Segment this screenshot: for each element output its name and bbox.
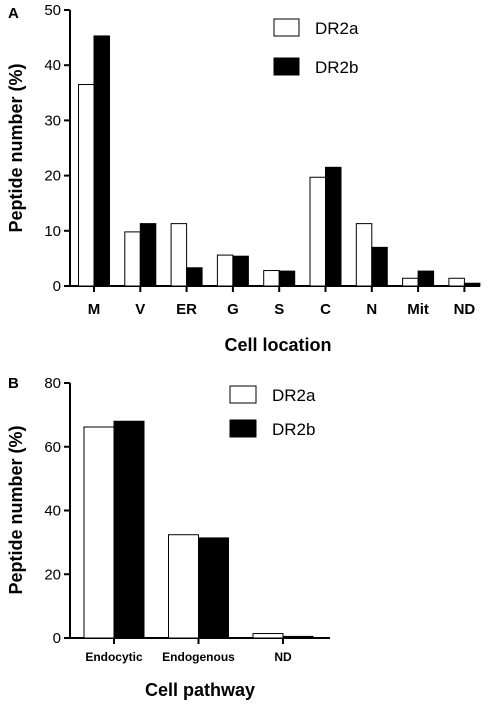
bar-dr2b-b: [198, 537, 229, 639]
x-tick-label-a: M: [88, 301, 101, 318]
legend-label-dr2a: DR2a: [272, 386, 316, 405]
x-tick-label-a: G: [227, 301, 239, 318]
bar-dr2b-a: [93, 35, 110, 287]
legend-swatch-dr2a: [273, 18, 300, 37]
bar-dr2a-b: [252, 633, 284, 639]
y-tick-label-a: 10: [44, 223, 61, 240]
bar-dr2a-a: [78, 84, 95, 287]
x-axis-title-a: Cell location: [224, 335, 331, 355]
x-tick-label-b: ND: [274, 650, 292, 664]
bar-dr2a-a: [309, 176, 326, 287]
y-tick-label-a: 0: [53, 278, 61, 295]
chart-panel-b: B Peptide number (%) Cell pathway DR2a D…: [6, 375, 330, 700]
legend-swatch-dr2b: [229, 419, 257, 438]
x-tick-label-a: V: [135, 301, 145, 318]
y-tick-label-a: 20: [44, 168, 61, 185]
y-tick-label-b: 60: [44, 439, 61, 456]
x-tick-label-b: Endogenous: [162, 650, 235, 664]
y-axis-title-a: Peptide number (%): [6, 63, 26, 232]
bar-dr2b-a: [232, 255, 249, 287]
panel-label-a: A: [8, 5, 19, 22]
x-axis-title-b: Cell pathway: [145, 680, 255, 700]
legend-a: DR2a DR2b: [273, 18, 359, 77]
y-tick-label-b: 0: [53, 630, 61, 647]
bar-dr2b-a: [371, 246, 388, 287]
y-tick-label-a: 40: [44, 57, 61, 74]
legend-swatch-dr2b: [273, 57, 300, 76]
bar-dr2b-b: [282, 635, 314, 639]
y-tick-label-b: 20: [44, 566, 61, 583]
x-tick-label-b: Endocytic: [85, 650, 143, 664]
x-tick-label-a: S: [274, 301, 284, 318]
bar-dr2b-a: [417, 270, 435, 287]
bar-dr2b-a: [278, 270, 296, 287]
bar-dr2a-b: [168, 534, 199, 639]
x-tick-label-a: ND: [454, 301, 476, 318]
legend-label-dr2b: DR2b: [272, 420, 315, 439]
x-tick-label-a: Mit: [407, 301, 429, 318]
legend-b: DR2a DR2b: [229, 385, 316, 439]
y-tick-label-a: 50: [44, 2, 61, 19]
x-tick-label-a: C: [320, 301, 331, 318]
bar-dr2a-a: [355, 223, 373, 287]
bar-dr2a-a: [402, 277, 419, 287]
y-tick-label-b: 40: [44, 503, 61, 520]
bar-dr2a-b: [83, 426, 115, 639]
chart-panel-a: A Peptide number (%) Cell location DR2a …: [6, 2, 481, 355]
x-tick-label-a: ER: [176, 301, 197, 318]
panel-label-b: B: [8, 375, 19, 392]
y-tick-label-a: 30: [44, 112, 61, 129]
x-tick-label-a: N: [366, 301, 377, 318]
bar-dr2a-a: [448, 277, 465, 287]
bar-dr2a-a: [216, 254, 234, 287]
legend-swatch-dr2a: [229, 385, 257, 404]
legend-label-dr2b: DR2b: [315, 58, 358, 77]
bar-dr2a-a: [263, 270, 280, 287]
bar-dr2b-a: [463, 282, 481, 287]
bar-dr2a-a: [170, 223, 188, 287]
bar-dr2b-a: [186, 267, 203, 287]
y-axis-title-b: Peptide number (%): [6, 425, 26, 594]
bar-dr2b-a: [325, 166, 342, 287]
y-tick-label-b: 80: [44, 375, 61, 392]
legend-label-dr2a: DR2a: [315, 19, 359, 38]
bar-dr2b-b: [113, 420, 145, 639]
bar-dr2b-a: [139, 223, 157, 287]
bar-dr2a-a: [124, 231, 141, 287]
